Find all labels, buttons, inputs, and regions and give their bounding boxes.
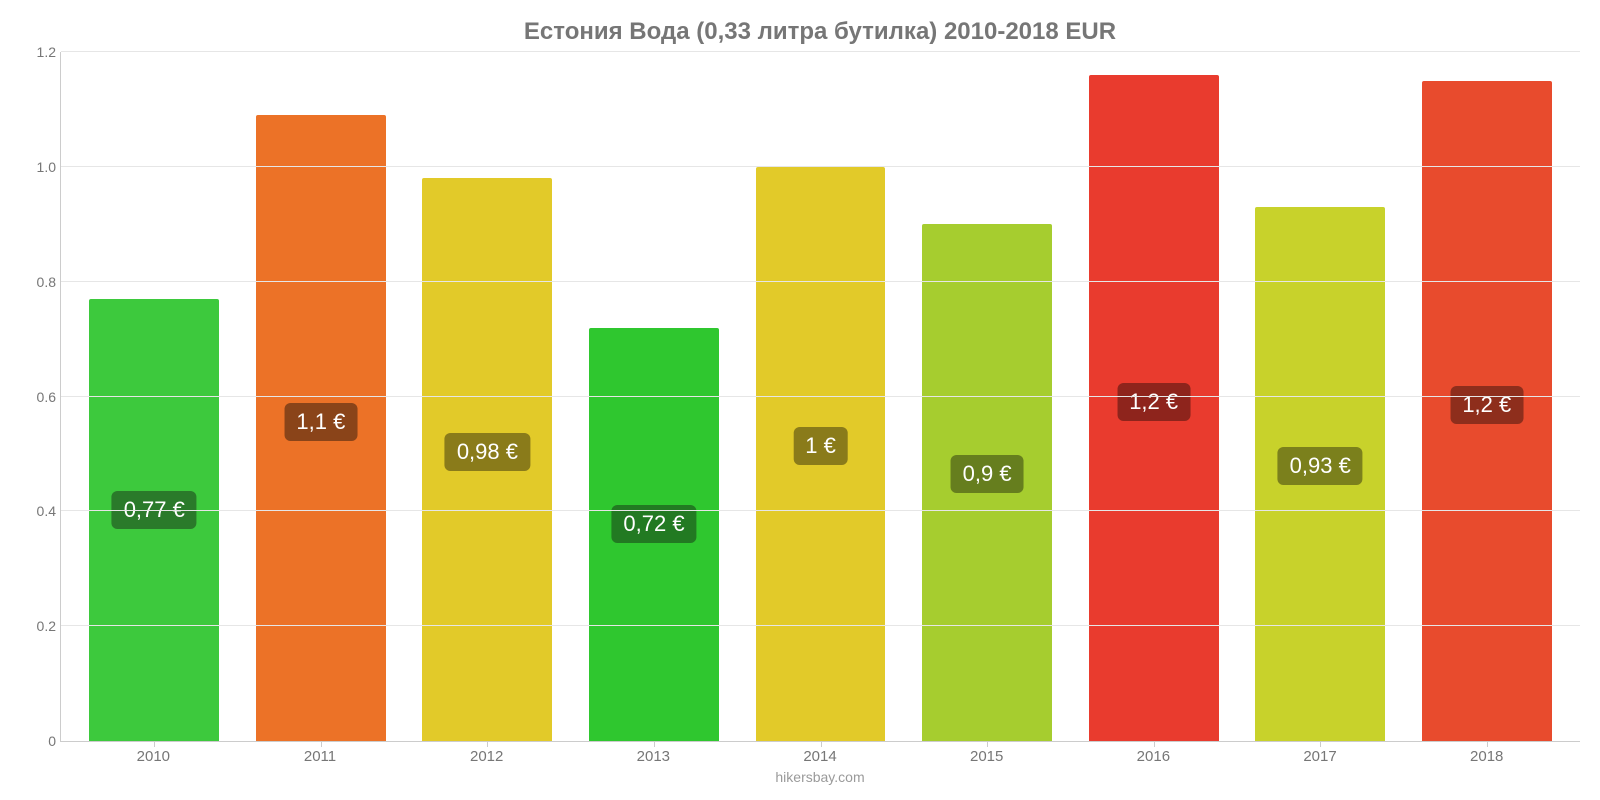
bar-slot: 0,9 € xyxy=(904,52,1071,741)
y-tick-label: 0.6 xyxy=(16,389,56,405)
x-tick xyxy=(154,741,155,747)
x-tick xyxy=(987,741,988,747)
value-badge: 1,1 € xyxy=(284,403,357,441)
x-tick xyxy=(821,741,822,747)
gridline xyxy=(61,166,1580,167)
bar-slot: 0,77 € xyxy=(71,52,238,741)
gridline xyxy=(61,51,1580,52)
value-badge: 1,2 € xyxy=(1450,386,1523,424)
gridline xyxy=(61,510,1580,511)
chart-container: Естония Вода (0,33 литра бутилка) 2010-2… xyxy=(0,0,1600,800)
bar: 0,72 € xyxy=(589,328,719,741)
value-badge: 1,2 € xyxy=(1117,383,1190,421)
bar: 0,93 € xyxy=(1255,207,1385,741)
x-tick xyxy=(487,741,488,747)
y-tick-label: 0.4 xyxy=(16,503,56,519)
value-badge: 1 € xyxy=(793,427,848,465)
x-tick xyxy=(1487,741,1488,747)
gridline xyxy=(61,396,1580,397)
value-badge: 0,9 € xyxy=(951,455,1024,493)
x-tick-label: 2011 xyxy=(237,748,404,765)
bar: 1,2 € xyxy=(1422,81,1552,741)
bar-slot: 0,93 € xyxy=(1237,52,1404,741)
value-badge: 0,93 € xyxy=(1278,447,1363,485)
gridline xyxy=(61,281,1580,282)
x-tick xyxy=(1154,741,1155,747)
x-tick-label: 2015 xyxy=(903,748,1070,765)
x-tick-label: 2014 xyxy=(737,748,904,765)
bar: 0,98 € xyxy=(422,178,552,741)
y-tick-label: 0.2 xyxy=(16,618,56,634)
x-tick-label: 2017 xyxy=(1237,748,1404,765)
x-tick-label: 2010 xyxy=(70,748,237,765)
value-badge: 0,98 € xyxy=(445,433,530,471)
bars-group: 0,77 € 1,1 € 0,98 € 0,72 € 1 € 0,9 € 1,2 € 0,93… xyxy=(61,52,1580,741)
source-label: hikersbay.com xyxy=(60,769,1580,785)
bar: 1,1 € xyxy=(256,115,386,741)
y-tick-label: 1.0 xyxy=(16,159,56,175)
y-tick-label: 0.8 xyxy=(16,274,56,290)
bar-slot: 1,2 € xyxy=(1404,52,1571,741)
x-tick xyxy=(1320,741,1321,747)
y-tick-label: 1.2 xyxy=(16,44,56,60)
plot-area: 0,77 € 1,1 € 0,98 € 0,72 € 1 € 0,9 € 1,2 € 0,93… xyxy=(60,52,1580,742)
chart-title: Естония Вода (0,33 литра бутилка) 2010-2… xyxy=(60,18,1580,46)
x-tick xyxy=(654,741,655,747)
bar: 1 € xyxy=(756,167,886,741)
y-tick-label: 0 xyxy=(16,733,56,749)
x-tick-label: 2013 xyxy=(570,748,737,765)
bar-slot: 0,98 € xyxy=(404,52,571,741)
x-tick-label: 2016 xyxy=(1070,748,1237,765)
x-tick-label: 2018 xyxy=(1403,748,1570,765)
gridline xyxy=(61,625,1580,626)
x-tick-label: 2012 xyxy=(403,748,570,765)
bar: 0,9 € xyxy=(922,224,1052,741)
x-tick xyxy=(321,741,322,747)
bar-slot: 1,1 € xyxy=(238,52,405,741)
bar-slot: 0,72 € xyxy=(571,52,738,741)
bar-slot: 1,2 € xyxy=(1070,52,1237,741)
bar: 0,77 € xyxy=(89,299,219,741)
bar: 1,2 € xyxy=(1089,75,1219,741)
bar-slot: 1 € xyxy=(737,52,904,741)
